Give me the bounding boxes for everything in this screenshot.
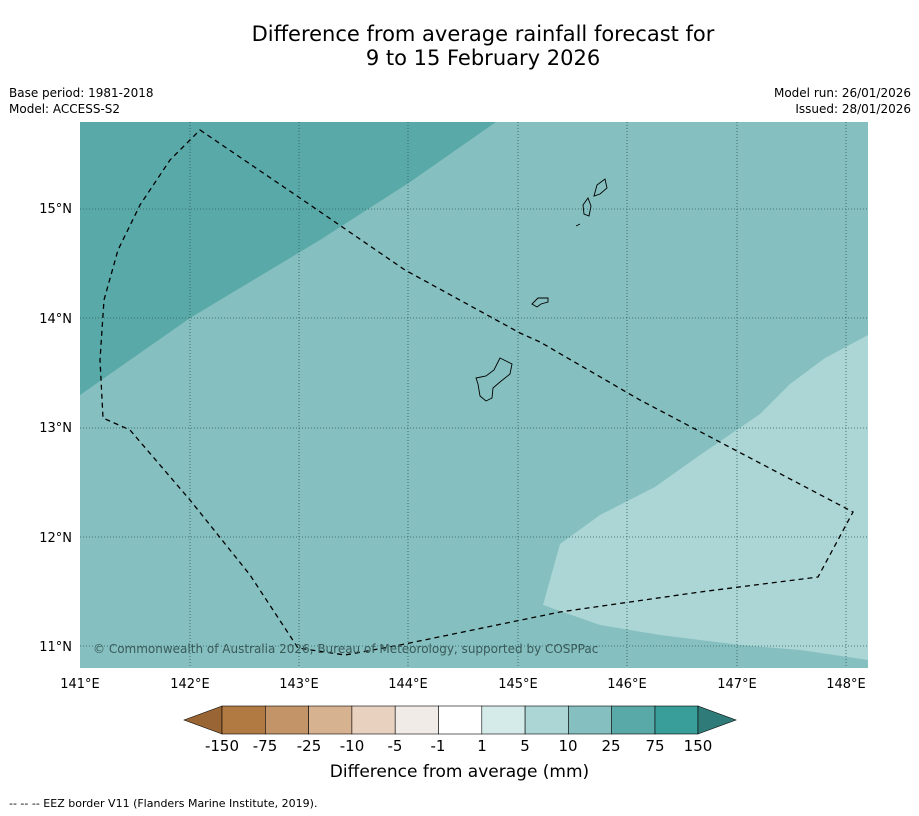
- y-tick-11: 11°N: [39, 640, 72, 655]
- colorbar-seg-7: [481, 705, 526, 735]
- colorbar-high-extend: [697, 705, 737, 735]
- x-axis-labels: 141°E 142°E 143°E 144°E 145°E 146°E 147°…: [60, 677, 866, 692]
- meta-left: Base period: 1981-2018 Model: ACCESS-S2: [9, 85, 154, 117]
- colorbar-seg-9: [568, 705, 613, 735]
- x-tick-141: 141°E: [60, 677, 100, 692]
- x-tick-148: 148°E: [826, 677, 866, 692]
- colorbar-seg-6: [438, 705, 483, 735]
- island-rota: [531, 297, 549, 308]
- island-guam: [475, 357, 513, 402]
- title-line-1: Difference from average rainfall forecas…: [251, 22, 715, 46]
- colorbar-seg-4: [351, 705, 396, 735]
- cb-tick-8: 10: [558, 737, 577, 755]
- cb-tick-4: -5: [388, 737, 403, 755]
- y-tick-12: 12°N: [39, 531, 72, 546]
- region-25-75: [80, 122, 496, 395]
- island-tinian: [582, 197, 592, 217]
- y-tick-13: 13°N: [39, 421, 72, 436]
- cb-tick-6: 1: [477, 737, 487, 755]
- colorbar-seg-10: [611, 705, 656, 735]
- cb-tick-2: -25: [297, 737, 322, 755]
- region-5-10: [543, 335, 868, 660]
- copyright-text: © Commonwealth of Australia 2026, Bureau…: [93, 642, 598, 656]
- base-period: Base period: 1981-2018: [9, 86, 154, 100]
- eez-border: [99, 129, 854, 656]
- gridlines: [80, 122, 868, 668]
- x-tick-144: 144°E: [388, 677, 428, 692]
- issued-date: Issued: 28/01/2026: [795, 102, 911, 116]
- islands: [475, 178, 608, 402]
- colorbar-seg-8: [524, 705, 569, 735]
- colorbar-seg-11: [654, 705, 699, 735]
- colorbar-tick-labels: -150 -75 -25 -10 -5 -1 1 5 10 25 75 150: [205, 737, 712, 755]
- y-tick-14: 14°N: [39, 312, 72, 327]
- x-tick-145: 145°E: [498, 677, 538, 692]
- cb-tick-10: 75: [645, 737, 664, 755]
- island-saipan: [593, 178, 608, 197]
- model-run: Model run: 26/01/2026: [773, 86, 911, 100]
- eez-legend-note: -- -- -- EEZ border V11 (Flanders Marine…: [9, 797, 318, 810]
- colorbar-low-extend: [183, 705, 223, 735]
- x-tick-142: 142°E: [170, 677, 210, 692]
- colorbar: [183, 705, 737, 735]
- meta-right: Model run: 26/01/2026 Issued: 28/01/2026: [774, 85, 911, 117]
- x-tick-143: 143°E: [279, 677, 319, 692]
- x-tick-146: 146°E: [607, 677, 647, 692]
- cb-tick-3: -10: [340, 737, 365, 755]
- cb-tick-11: 150: [684, 737, 713, 755]
- cb-tick-0: -150: [205, 737, 239, 755]
- colorbar-seg-3: [308, 705, 353, 735]
- x-tick-147: 147°E: [717, 677, 757, 692]
- model-name: Model: ACCESS-S2: [9, 102, 121, 116]
- colorbar-seg-5: [394, 705, 439, 735]
- cb-tick-7: 5: [520, 737, 530, 755]
- cb-tick-9: 25: [601, 737, 620, 755]
- colorbar-title: Difference from average (mm): [329, 762, 590, 782]
- chart-title: Difference from average rainfall forecas…: [0, 22, 919, 70]
- y-tick-15: 15°N: [39, 202, 72, 217]
- island-aguijan: [575, 223, 581, 227]
- colorbar-seg-1: [221, 705, 266, 735]
- cb-tick-5: -1: [431, 737, 446, 755]
- colorbar-seg-2: [264, 705, 309, 735]
- y-axis-labels: 15°N 14°N 13°N 12°N 11°N: [39, 202, 72, 655]
- cb-tick-1: -75: [253, 737, 278, 755]
- title-line-2: 9 to 15 February 2026: [365, 46, 601, 70]
